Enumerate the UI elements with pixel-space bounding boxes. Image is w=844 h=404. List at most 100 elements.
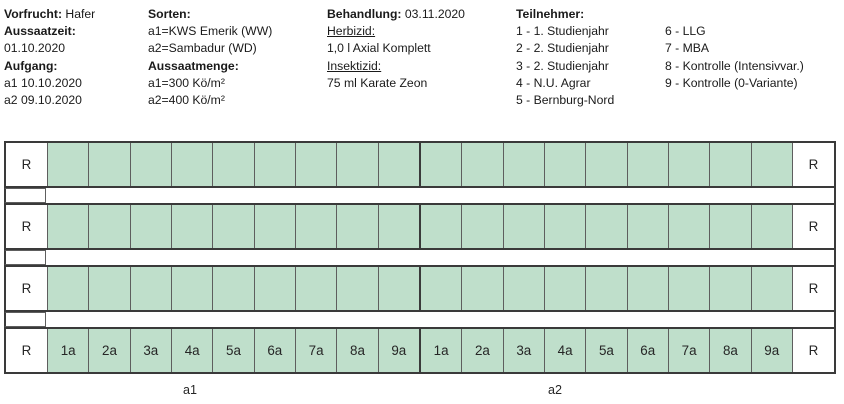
plot-cell[interactable]: 8a — [337, 329, 379, 372]
plot-cell[interactable] — [254, 267, 296, 310]
plot-cell[interactable] — [586, 143, 628, 186]
plot-cell[interactable] — [295, 267, 338, 310]
plot-cell[interactable]: 7a — [668, 329, 711, 372]
border-plot-left[interactable]: R — [6, 143, 48, 186]
field-trial-plan: R R R R R R R 1a 2a 3a 4a 5a 6a 7a 8a 9a 1a 2a 3a 4a 5a 6a 7a 8… — [4, 141, 836, 374]
plot-cell[interactable]: 9a — [378, 329, 421, 372]
teilnehmer-item-9: 9 - Kontrolle (0-Variante) — [665, 75, 798, 90]
plot-cell[interactable] — [295, 205, 338, 248]
plot-cell[interactable] — [420, 205, 463, 248]
plot-cell[interactable]: 6a — [627, 329, 669, 372]
border-plot-right[interactable]: R — [792, 205, 834, 248]
plot-cell[interactable]: 9a — [751, 329, 792, 372]
plot-cell[interactable] — [89, 143, 131, 186]
plot-cell[interactable] — [710, 143, 752, 186]
plot-cell[interactable] — [503, 267, 545, 310]
plot-cell[interactable] — [337, 267, 379, 310]
plot-cell[interactable]: 1a — [420, 329, 463, 372]
plot-cell[interactable] — [171, 205, 214, 248]
plot-cell[interactable] — [420, 267, 463, 310]
plot-cell[interactable] — [751, 205, 792, 248]
gap-border-cell — [4, 188, 46, 203]
plot-cell[interactable]: 3a — [130, 329, 172, 372]
plot-cell[interactable]: 3a — [503, 329, 545, 372]
plot-cell[interactable] — [710, 267, 752, 310]
plot-cell[interactable] — [295, 143, 338, 186]
plot-cell[interactable] — [48, 205, 90, 248]
plot-cell[interactable]: 5a — [586, 329, 628, 372]
plot-cell[interactable]: 6a — [254, 329, 296, 372]
plot-cell[interactable] — [668, 267, 711, 310]
teilnehmer-item-4: 4 - N.U. Agrar — [516, 75, 591, 90]
plot-cell[interactable] — [462, 205, 504, 248]
border-plot-left[interactable]: R — [6, 205, 48, 248]
gap-border-cell — [4, 312, 46, 327]
plot-cell[interactable] — [627, 143, 669, 186]
plot-cell[interactable] — [378, 267, 421, 310]
border-plot-left[interactable]: R — [6, 267, 48, 310]
plot-cell[interactable] — [89, 205, 131, 248]
plot-cell[interactable] — [751, 143, 792, 186]
plot-cell[interactable] — [171, 143, 214, 186]
plot-cell[interactable] — [627, 267, 669, 310]
plot-cell[interactable] — [130, 267, 172, 310]
plot-cell[interactable] — [89, 267, 131, 310]
vorfrucht-line-3: 01.10.2020 — [4, 40, 95, 57]
plot-cell[interactable] — [254, 143, 296, 186]
plot-cell[interactable]: 8a — [710, 329, 752, 372]
plot-cell[interactable] — [213, 267, 255, 310]
behandlung-value-5: 75 ml Karate Zeon — [327, 75, 428, 90]
plot-cell[interactable]: 4a — [544, 329, 587, 372]
plot-cell[interactable]: 5a — [213, 329, 255, 372]
plot-cell[interactable] — [751, 267, 792, 310]
vorfrucht-key-1: Vorfrucht: — [4, 7, 62, 21]
border-plot-right[interactable]: R — [792, 267, 834, 310]
sorten-value-3: a2=Sambadur (WD) — [148, 41, 257, 56]
vorfrucht-line-6: a2 09.10.2020 — [4, 92, 95, 109]
plan-row-gap — [4, 188, 836, 203]
plot-cell[interactable] — [48, 267, 90, 310]
plot-cell[interactable] — [544, 143, 587, 186]
plot-cell[interactable] — [462, 267, 504, 310]
border-plot-right[interactable]: R — [792, 329, 834, 372]
plot-strip — [48, 205, 792, 248]
plot-cell[interactable] — [462, 143, 504, 186]
plot-cell[interactable] — [213, 205, 255, 248]
plot-cell[interactable] — [254, 205, 296, 248]
factor-label-a1: a1 — [182, 383, 198, 397]
plot-cell[interactable] — [586, 205, 628, 248]
plot-cell[interactable] — [627, 205, 669, 248]
plot-cell[interactable] — [378, 205, 421, 248]
plot-cell[interactable] — [503, 143, 545, 186]
border-plot-left[interactable]: R — [6, 329, 48, 372]
plot-strip: 1a 2a 3a 4a 5a 6a 7a 8a 9a 1a 2a 3a 4a 5a 6a 7a 8a 9a — [48, 329, 792, 372]
plot-cell[interactable]: 2a — [462, 329, 504, 372]
plot-cell[interactable]: 2a — [89, 329, 131, 372]
plot-cell[interactable] — [337, 143, 379, 186]
plot-cell[interactable] — [213, 143, 255, 186]
plot-cell[interactable] — [130, 205, 172, 248]
plot-cell[interactable]: 4a — [171, 329, 214, 372]
plot-cell[interactable] — [668, 205, 711, 248]
plot-cell[interactable] — [171, 267, 214, 310]
plot-cell[interactable] — [420, 143, 463, 186]
plot-cell[interactable] — [503, 205, 545, 248]
plot-cell[interactable] — [544, 205, 587, 248]
plot-cell[interactable]: 7a — [295, 329, 338, 372]
plot-cell[interactable] — [130, 143, 172, 186]
plot-cell[interactable] — [48, 143, 90, 186]
sorten-key-4: Aussaatmenge: — [148, 58, 239, 73]
plot-cell[interactable]: 1a — [48, 329, 90, 372]
border-plot-right[interactable]: R — [792, 143, 834, 186]
plot-cell[interactable] — [544, 267, 587, 310]
teilnehmer-item-3: 3 - 2. Studienjahr — [516, 58, 609, 73]
plot-cell[interactable] — [710, 205, 752, 248]
plot-cell[interactable] — [586, 267, 628, 310]
gap-body-cell — [46, 188, 836, 203]
plot-cell[interactable] — [337, 205, 379, 248]
plot-cell[interactable] — [668, 143, 711, 186]
plot-cell[interactable] — [378, 143, 421, 186]
teilnehmer-item-2: 2 - 2. Studienjahr — [516, 41, 609, 56]
